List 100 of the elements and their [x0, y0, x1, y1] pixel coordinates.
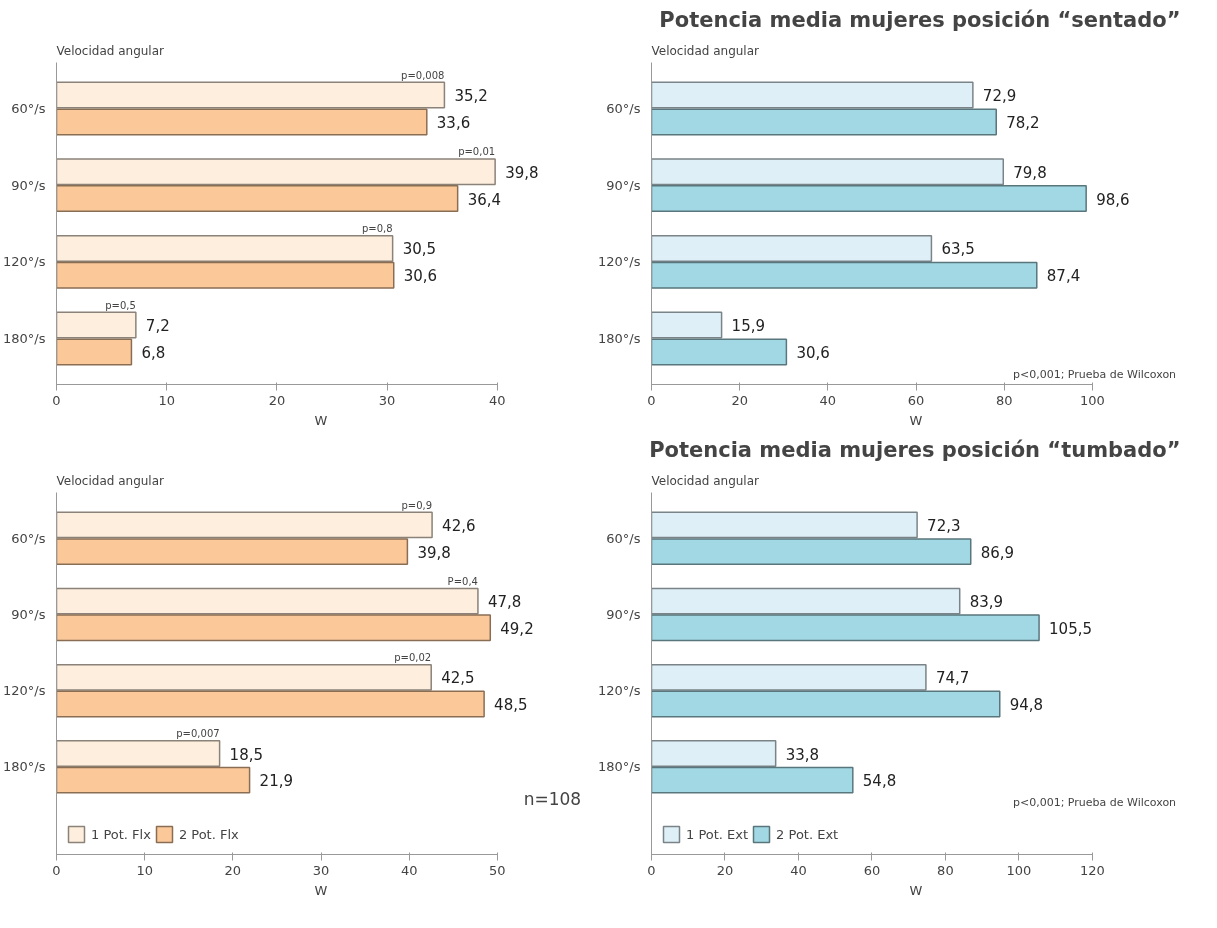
x-tick-label: 0	[647, 392, 656, 408]
y-axis-title: Velocidad angular	[56, 43, 165, 58]
data-label: 6,8	[141, 343, 166, 362]
x-tick-label: 60	[863, 862, 881, 878]
data-label: 21,9	[259, 772, 293, 791]
bar	[56, 261, 395, 289]
annotation: p<0,001; Prueba de Wilcoxon	[1012, 367, 1177, 381]
bar	[651, 663, 927, 691]
y-tick-label: 120°/s	[598, 254, 641, 270]
chart-title: Potencia media mujeres posición “tumbado”	[649, 437, 1181, 462]
x-axis-title: W	[314, 882, 328, 898]
annotation: p<0,001; Prueba de Wilcoxon	[1012, 795, 1177, 809]
annotation: p=0,5	[105, 299, 136, 311]
x-tick-label: 30	[312, 862, 330, 878]
bar	[56, 234, 394, 262]
x-tick-label: 120	[1079, 862, 1105, 878]
annotation: p=0,02	[394, 651, 432, 663]
y-tick-label: 90°/s	[11, 606, 46, 622]
data-label: 98,6	[1096, 190, 1130, 209]
data-label: 36,4	[467, 190, 502, 209]
bar	[651, 614, 1040, 642]
bar	[651, 338, 788, 366]
x-tick-label: 100	[1006, 862, 1032, 878]
x-tick-label: 40	[819, 392, 837, 408]
annotation: p=0,01	[458, 146, 496, 158]
text: n=108	[523, 788, 582, 809]
data-label: 42,5	[441, 669, 475, 688]
x-tick-label: 40	[400, 862, 418, 878]
bar	[651, 185, 1087, 213]
data-label: 42,6	[442, 516, 476, 535]
bar	[651, 311, 723, 339]
x-tick-label: 20	[268, 392, 286, 408]
x-axis-title: W	[314, 412, 328, 428]
data-label: 33,6	[436, 113, 471, 132]
data-label: 39,8	[505, 163, 539, 182]
data-label: 33,8	[785, 745, 820, 764]
data-label: 30,5	[402, 240, 437, 259]
x-axis-title: W	[909, 882, 923, 898]
x-tick-label: 30	[378, 392, 396, 408]
y-tick-label: 90°/s	[606, 606, 641, 622]
bar	[651, 81, 974, 109]
data-label: 78,2	[1006, 113, 1040, 132]
legend-label: 1 Pot. Flx	[91, 826, 151, 842]
data-label: 30,6	[403, 267, 438, 286]
y-tick-label: 60°/s	[11, 530, 46, 546]
data-label: 7,2	[145, 317, 170, 336]
y-tick-label: 120°/s	[598, 683, 641, 699]
annotation: P=0,4	[447, 575, 478, 587]
chart-title: Potencia media mujeres posición “sentado”	[659, 7, 1181, 32]
x-tick-label: 20	[224, 862, 242, 878]
y-tick-label: 90°/s	[11, 177, 46, 193]
data-label: 35,2	[454, 87, 488, 106]
x-tick-label: 50	[489, 862, 506, 878]
data-label: 79,8	[1013, 163, 1047, 182]
y-tick-label: 180°/s	[3, 759, 46, 775]
x-tick-label: 10	[158, 392, 175, 408]
data-label: 47,8	[487, 593, 522, 612]
data-label: 105,5	[1049, 619, 1093, 638]
bar	[56, 108, 428, 136]
annotation: p=0,007	[176, 728, 220, 740]
bar	[651, 538, 972, 565]
data-label: 83,9	[969, 593, 1004, 612]
data-label: 30,6	[796, 343, 830, 362]
data-label: 15,9	[731, 317, 765, 336]
bar	[56, 614, 492, 642]
bar	[651, 690, 1001, 718]
bar	[56, 185, 459, 213]
bar	[56, 81, 446, 109]
x-tick-label: 10	[136, 862, 153, 878]
y-tick-label: 60°/s	[11, 101, 46, 116]
data-label: 48,5	[494, 695, 528, 714]
data-label: 72,3	[927, 516, 961, 535]
data-label: 72,9	[982, 87, 1017, 106]
y-tick-label: 180°/s	[598, 331, 641, 346]
bar	[56, 766, 251, 794]
data-label: 18,5	[229, 745, 264, 764]
bar	[56, 740, 221, 767]
data-label: 63,5	[941, 240, 975, 259]
y-tick-label: 120°/s	[3, 254, 46, 270]
x-tick-label: 100	[1079, 392, 1105, 408]
bar	[56, 538, 409, 565]
bar	[651, 511, 918, 539]
data-label: 87,4	[1046, 267, 1081, 286]
data-label: 49,2	[500, 619, 534, 638]
legend-label: 2 Pot. Ext	[776, 826, 839, 842]
y-tick-label: 60°/s	[606, 530, 641, 546]
bar	[651, 740, 777, 767]
data-label: 86,9	[980, 543, 1015, 562]
bar	[56, 311, 137, 339]
annotation: p=0,008	[401, 69, 445, 81]
annotation: p=0,8	[362, 223, 393, 234]
x-tick-label: 40	[489, 392, 506, 408]
legend-label: 1 Pot. Ext	[686, 826, 749, 842]
x-tick-label: 0	[52, 862, 61, 878]
bar	[651, 158, 1005, 186]
y-tick-label: 180°/s	[3, 331, 46, 346]
bar	[651, 766, 854, 794]
bar	[651, 108, 997, 136]
y-axis-title: Velocidad angular	[651, 43, 760, 58]
x-tick-label: 20	[731, 392, 748, 408]
